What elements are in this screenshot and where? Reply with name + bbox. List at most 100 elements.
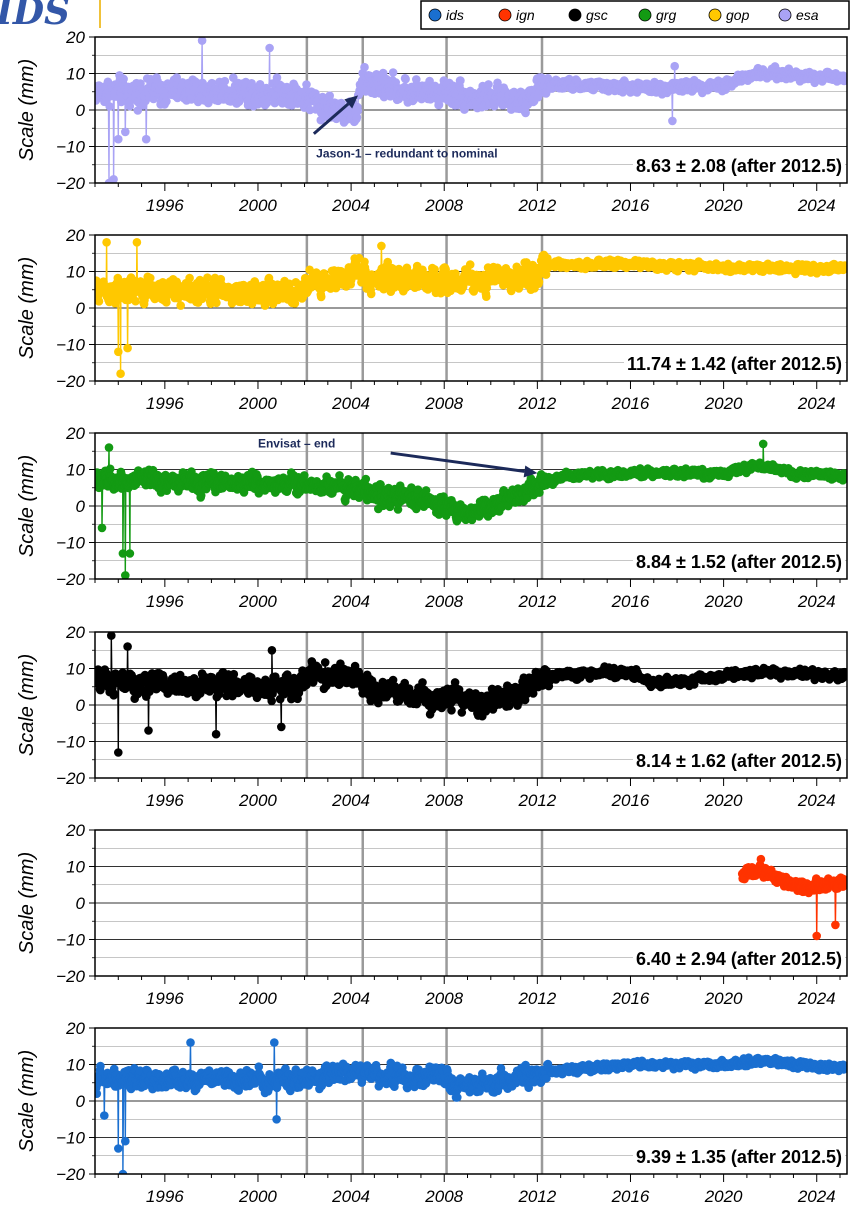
y-tick-label: 20 (65, 226, 85, 245)
data-point (105, 102, 114, 111)
series-gop (95, 238, 847, 379)
stat-label-bg (632, 154, 845, 177)
data-point (401, 74, 410, 84)
series-esa (95, 37, 847, 183)
data-point (668, 116, 677, 126)
series-grg (95, 439, 847, 579)
data-point (456, 76, 465, 85)
data-point (535, 488, 544, 497)
legend-marker-ids (428, 8, 442, 22)
x-tick-label: 2000 (238, 394, 277, 413)
data-point (141, 134, 151, 144)
y-tick-label: 10 (66, 65, 85, 84)
data-point (102, 238, 111, 247)
legend-marker-gsc (568, 8, 582, 22)
x-tick-label: 2012 (517, 394, 556, 413)
data-point (412, 75, 421, 84)
x-tick-label: 2020 (704, 394, 743, 413)
annotation-arrow (312, 102, 350, 135)
data-point (353, 106, 363, 116)
x-tick-label: 2024 (797, 196, 836, 215)
data-point (465, 260, 475, 269)
data-point (131, 296, 140, 306)
annotation-label: Jason-1 – redundant to nominal (316, 146, 497, 160)
data-point (104, 443, 114, 452)
data-point (503, 501, 513, 511)
ids-logo: IDS (0, 0, 70, 33)
data-point (497, 502, 507, 512)
data-point (534, 277, 544, 287)
y-tick-label: 20 (65, 28, 85, 47)
data-point (196, 491, 206, 500)
y-tick-label: 0 (76, 101, 86, 120)
x-tick-label: 2004 (331, 196, 370, 215)
data-point (125, 549, 135, 558)
data-point (176, 301, 185, 310)
data-point (212, 298, 221, 308)
x-tick-label: 2016 (611, 394, 650, 413)
data-point (118, 549, 128, 558)
data-point (146, 273, 155, 283)
data-point (484, 80, 493, 89)
data-point (97, 523, 107, 533)
data-point (185, 273, 194, 283)
data-point (123, 343, 132, 353)
plot-frame (94, 234, 848, 382)
annotation-arrowhead (344, 95, 359, 109)
legend-label-grg: grg (656, 7, 676, 23)
data-point (302, 80, 311, 89)
legend: ids ign gsc grg gop esa (420, 0, 850, 30)
data-point (377, 241, 386, 251)
data-point (197, 37, 207, 45)
data-point (325, 91, 335, 100)
x-tick-label: 2000 (238, 196, 277, 215)
y-tick-label: −10 (56, 138, 85, 157)
legend-label-gop: gop (726, 7, 750, 23)
stat-label: 8.63 ± 2.08 (after 2012.5) (636, 156, 842, 176)
data-point (840, 261, 847, 270)
data-point (361, 474, 371, 484)
legend-label-gsc: gsc (586, 7, 608, 23)
y-axis-label: Scale (mm) (16, 59, 38, 161)
data-point (220, 76, 230, 86)
data-point (132, 238, 142, 247)
data-point (451, 269, 460, 278)
data-point (116, 369, 125, 379)
legend-label-ign: ign (516, 7, 535, 23)
x-tick-label: 2020 (704, 196, 743, 215)
data-point (366, 289, 376, 299)
y-tick-label: 10 (66, 263, 85, 282)
data-point (840, 75, 847, 84)
data-point (265, 43, 274, 53)
stat-label-bg (623, 352, 845, 375)
data-point (119, 74, 128, 84)
x-tick-label: 2008 (424, 394, 463, 413)
data-point (407, 483, 416, 492)
data-point (203, 273, 212, 283)
stat-label: 11.74 ± 1.42 (after 2012.5) (627, 354, 842, 374)
data-point (541, 270, 551, 279)
data-point (670, 61, 679, 71)
data-point (109, 175, 118, 183)
data-point (316, 292, 326, 302)
data-point (133, 106, 143, 115)
x-tick-label: 1996 (146, 196, 184, 215)
data-point (121, 571, 130, 579)
x-tick-label: 2012 (517, 196, 556, 215)
data-point (162, 97, 171, 106)
y-tick-label: −20 (56, 372, 85, 391)
legend-marker-gop (708, 8, 722, 22)
data-point (388, 68, 398, 77)
data-point (360, 62, 369, 72)
data-point (114, 347, 123, 357)
data-point (114, 134, 123, 144)
data-point (95, 297, 104, 306)
x-tick-label: 2024 (797, 394, 836, 413)
data-point (434, 100, 444, 110)
x-tick-label: 2004 (331, 394, 370, 413)
legend-marker-grg (638, 8, 652, 22)
